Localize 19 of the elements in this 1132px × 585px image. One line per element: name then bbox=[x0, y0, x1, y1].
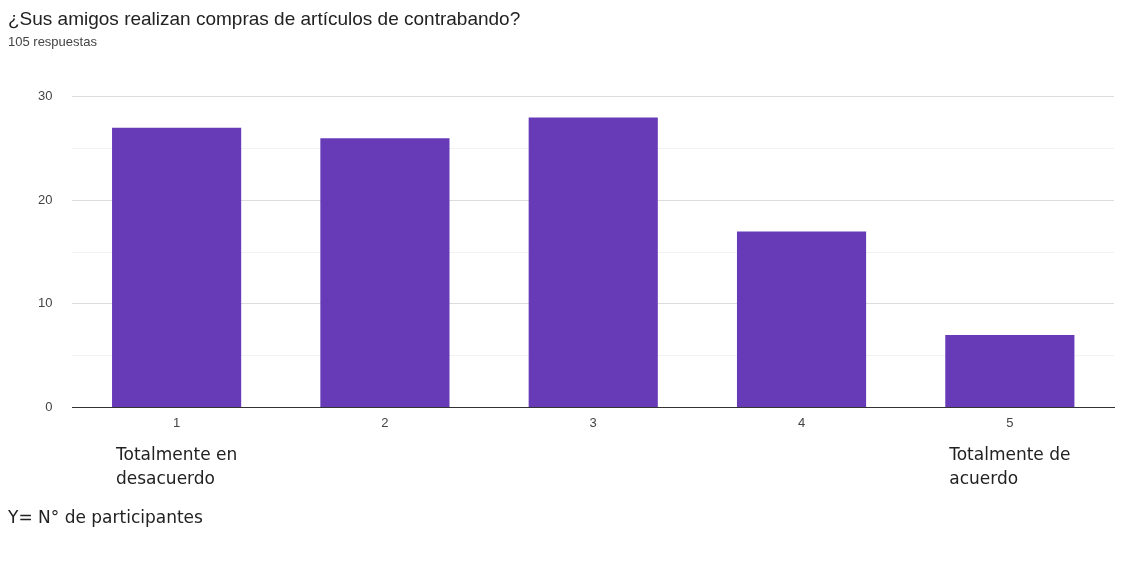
y-tick-label: 20 bbox=[37, 191, 53, 207]
x-tick-label: 1 bbox=[173, 414, 181, 430]
y-tick-label: 10 bbox=[37, 295, 53, 311]
x-tick-label: 3 bbox=[589, 414, 597, 430]
y-tick-label: 0 bbox=[45, 398, 53, 414]
bar bbox=[528, 117, 658, 407]
text: Totalmente de acuerdo bbox=[948, 443, 1071, 488]
bar bbox=[945, 334, 1075, 407]
text: Totalmente en desacuerdo bbox=[114, 443, 238, 488]
x-tick-label: 5 bbox=[1006, 414, 1014, 430]
x-tick-label: 4 bbox=[797, 414, 806, 430]
chart-title: ¿Sus amigos realizan compras de artículos de contrabando? bbox=[8, 8, 522, 30]
x-tick-label: 2 bbox=[381, 414, 389, 430]
bar bbox=[320, 138, 450, 407]
bar bbox=[736, 231, 867, 407]
bar bbox=[112, 127, 242, 407]
y-tick-label: 30 bbox=[37, 88, 53, 104]
text: Y= N° de participantes bbox=[8, 507, 204, 527]
chart-subtitle: 105 respuestas bbox=[8, 34, 98, 49]
